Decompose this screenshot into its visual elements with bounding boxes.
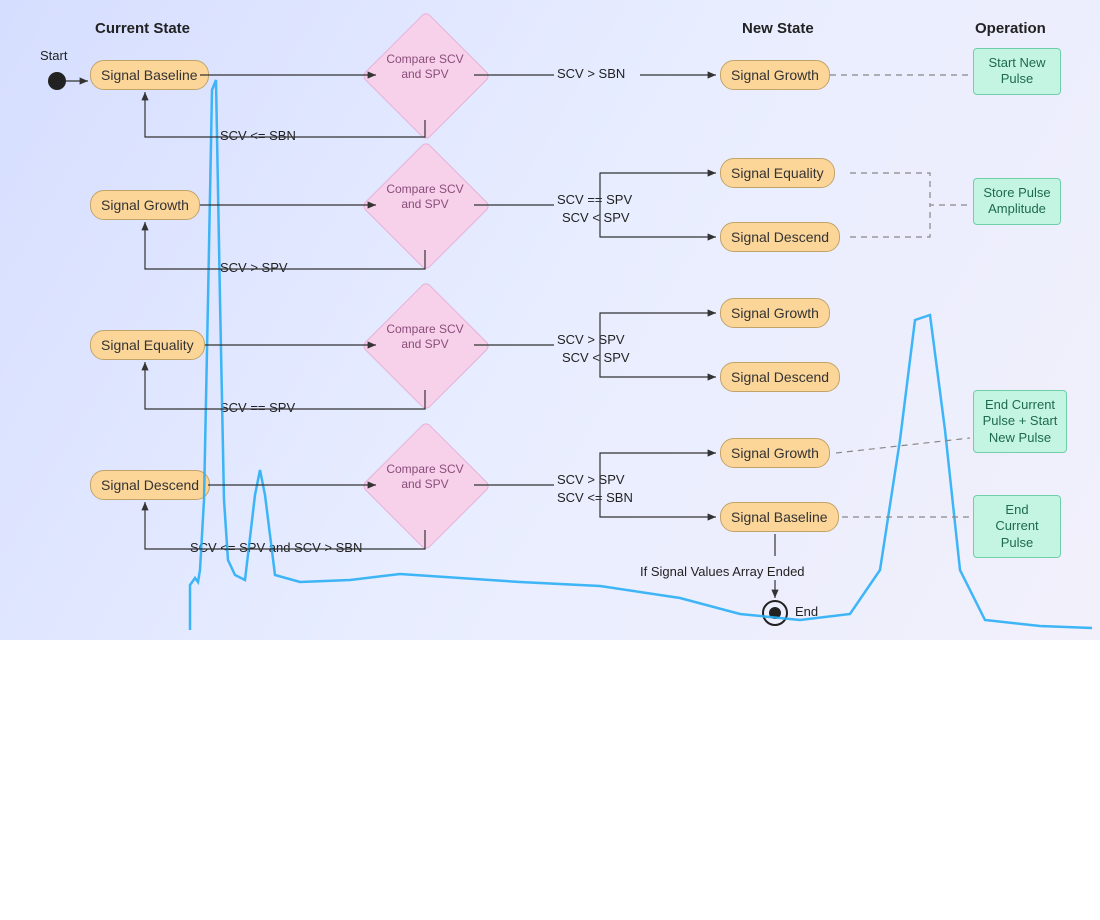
diamond-label: Compare SCV and SPV: [375, 182, 475, 212]
edge-label-scv-gt-spv-2: SCV > SPV: [557, 472, 625, 487]
loop-label-1: SCV <= SBN: [220, 128, 296, 143]
state-signal-descend: Signal Descend: [90, 470, 210, 500]
header-current-state: Current State: [95, 20, 190, 37]
op-end-current-pulse: End Current Pulse: [973, 495, 1061, 558]
loop-label-3: SCV == SPV: [220, 400, 295, 415]
compare-diamond-4: Compare SCV and SPV: [380, 440, 470, 530]
newstate-signal-growth-3: Signal Growth: [720, 438, 830, 468]
diamond-label: Compare SCV and SPV: [375, 462, 475, 492]
flowchart-canvas: Current State New State Operation Start …: [0, 0, 1100, 640]
end-label: End: [795, 604, 818, 619]
newstate-signal-baseline: Signal Baseline: [720, 502, 839, 532]
state-signal-equality: Signal Equality: [90, 330, 205, 360]
compare-diamond-3: Compare SCV and SPV: [380, 300, 470, 390]
header-new-state: New State: [742, 20, 814, 37]
compare-diamond-1: Compare SCV and SPV: [380, 30, 470, 120]
end-node: [762, 600, 788, 626]
op-store-pulse-amplitude: Store Pulse Amplitude: [973, 178, 1061, 225]
newstate-signal-descend-2: Signal Descend: [720, 362, 840, 392]
op-end-plus-start: End Current Pulse + Start New Pulse: [973, 390, 1067, 453]
newstate-signal-growth-2: Signal Growth: [720, 298, 830, 328]
diamond-label: Compare SCV and SPV: [375, 322, 475, 352]
edge-label-scv-lt-spv: SCV < SPV: [562, 210, 630, 225]
state-signal-baseline: Signal Baseline: [90, 60, 209, 90]
state-signal-growth: Signal Growth: [90, 190, 200, 220]
header-operation: Operation: [975, 20, 1046, 37]
edge-label-scv-gt-spv-1: SCV > SPV: [557, 332, 625, 347]
arrows-overlay: [0, 0, 1100, 640]
end-condition-label: If Signal Values Array Ended: [640, 564, 805, 579]
diamond-label: Compare SCV and SPV: [375, 52, 475, 82]
newstate-signal-descend-1: Signal Descend: [720, 222, 840, 252]
loop-label-4: SCV <= SPV and SCV > SBN: [190, 540, 362, 555]
edge-label-scv-eq-spv: SCV == SPV: [557, 192, 632, 207]
edge-label-scv-lt-spv-2: SCV < SPV: [562, 350, 630, 365]
edge-label-scv-le-sbn: SCV <= SBN: [557, 490, 633, 505]
edge-label-scv-gt-sbn: SCV > SBN: [557, 66, 625, 81]
start-label: Start: [40, 48, 67, 63]
loop-label-2: SCV > SPV: [220, 260, 288, 275]
newstate-signal-equality: Signal Equality: [720, 158, 835, 188]
op-start-new-pulse: Start New Pulse: [973, 48, 1061, 95]
newstate-signal-growth-1: Signal Growth: [720, 60, 830, 90]
compare-diamond-2: Compare SCV and SPV: [380, 160, 470, 250]
start-node: [48, 72, 66, 90]
